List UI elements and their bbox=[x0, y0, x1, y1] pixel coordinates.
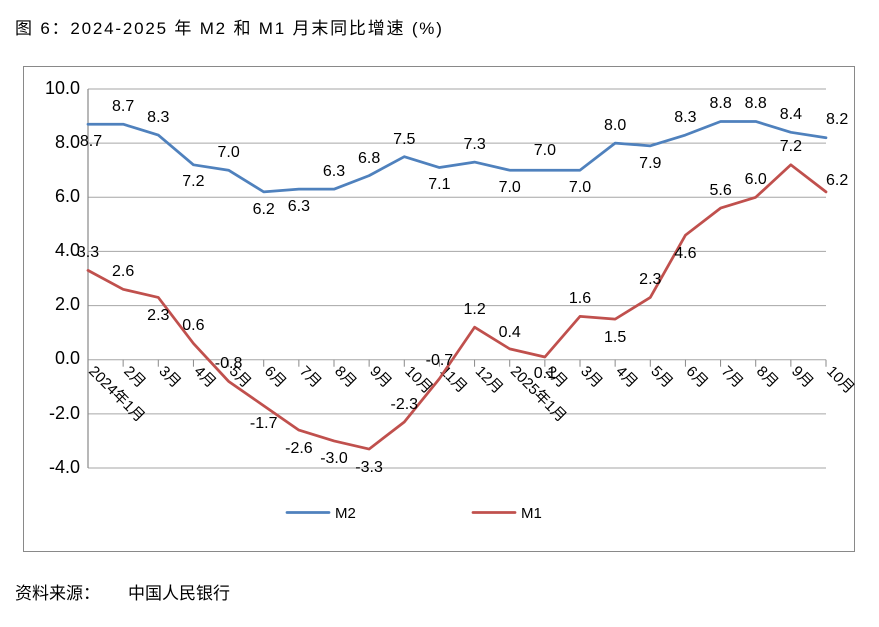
svg-text:7.2: 7.2 bbox=[780, 138, 802, 155]
svg-text:2.6: 2.6 bbox=[112, 263, 134, 280]
svg-text:6.3: 6.3 bbox=[323, 163, 345, 180]
svg-text:4.6: 4.6 bbox=[674, 245, 696, 262]
svg-text:-4.0: -4.0 bbox=[49, 457, 80, 477]
svg-text:7.3: 7.3 bbox=[463, 136, 485, 153]
svg-text:6.3: 6.3 bbox=[288, 198, 310, 215]
svg-text:8月: 8月 bbox=[331, 363, 360, 392]
svg-text:8.3: 8.3 bbox=[147, 109, 169, 126]
svg-text:-2.6: -2.6 bbox=[285, 440, 313, 457]
svg-text:7.0: 7.0 bbox=[569, 179, 591, 196]
svg-text:-0.8: -0.8 bbox=[215, 355, 243, 372]
svg-text:7.0: 7.0 bbox=[217, 144, 239, 161]
svg-text:M2: M2 bbox=[335, 505, 356, 522]
svg-text:10月: 10月 bbox=[823, 363, 857, 397]
svg-text:1.6: 1.6 bbox=[569, 290, 591, 307]
svg-text:8.2: 8.2 bbox=[826, 111, 848, 128]
svg-text:0.0: 0.0 bbox=[55, 348, 80, 368]
svg-text:8.8: 8.8 bbox=[709, 95, 731, 112]
svg-text:6.2: 6.2 bbox=[253, 201, 275, 218]
svg-text:6月: 6月 bbox=[683, 363, 712, 392]
svg-text:9月: 9月 bbox=[788, 363, 817, 392]
svg-text:-2.3: -2.3 bbox=[391, 396, 419, 413]
svg-text:5.6: 5.6 bbox=[709, 182, 731, 199]
svg-text:0.4: 0.4 bbox=[499, 324, 521, 341]
svg-text:6月: 6月 bbox=[261, 363, 290, 392]
svg-text:8.8: 8.8 bbox=[745, 95, 767, 112]
svg-text:8.4: 8.4 bbox=[780, 106, 802, 123]
svg-text:2.0: 2.0 bbox=[55, 294, 80, 314]
svg-text:7.1: 7.1 bbox=[428, 176, 450, 193]
svg-text:2.3: 2.3 bbox=[639, 271, 661, 288]
svg-text:8.0: 8.0 bbox=[55, 132, 80, 152]
svg-text:-1.7: -1.7 bbox=[250, 415, 278, 432]
svg-text:2月: 2月 bbox=[120, 363, 149, 392]
svg-text:-3.0: -3.0 bbox=[320, 450, 348, 467]
svg-text:1.2: 1.2 bbox=[463, 301, 485, 318]
svg-text:7.0: 7.0 bbox=[499, 179, 521, 196]
svg-text:0.1: 0.1 bbox=[534, 365, 556, 382]
svg-text:7.0: 7.0 bbox=[534, 142, 556, 159]
svg-text:-0.7: -0.7 bbox=[426, 352, 454, 369]
svg-text:3.3: 3.3 bbox=[77, 244, 99, 261]
svg-text:5月: 5月 bbox=[647, 363, 676, 392]
svg-text:M1: M1 bbox=[521, 505, 542, 522]
svg-text:-3.3: -3.3 bbox=[355, 459, 383, 476]
svg-text:12月: 12月 bbox=[472, 363, 506, 397]
svg-text:0.6: 0.6 bbox=[182, 317, 204, 334]
svg-text:10.0: 10.0 bbox=[45, 78, 80, 98]
svg-text:4月: 4月 bbox=[612, 363, 641, 392]
svg-text:8.3: 8.3 bbox=[674, 109, 696, 126]
svg-text:1.5: 1.5 bbox=[604, 329, 626, 346]
svg-text:6.0: 6.0 bbox=[55, 186, 80, 206]
svg-text:-2.0: -2.0 bbox=[49, 403, 80, 423]
svg-text:7月: 7月 bbox=[296, 363, 325, 392]
svg-text:6.8: 6.8 bbox=[358, 150, 380, 167]
svg-text:2.3: 2.3 bbox=[147, 307, 169, 324]
svg-text:7.9: 7.9 bbox=[639, 155, 661, 172]
svg-text:7月: 7月 bbox=[718, 363, 747, 392]
svg-text:8月: 8月 bbox=[753, 363, 782, 392]
svg-text:7.5: 7.5 bbox=[393, 131, 415, 148]
svg-text:8.0: 8.0 bbox=[604, 117, 626, 134]
svg-text:8.7: 8.7 bbox=[80, 133, 102, 150]
svg-text:6.0: 6.0 bbox=[745, 171, 767, 188]
svg-text:7.2: 7.2 bbox=[182, 173, 204, 190]
svg-text:8.7: 8.7 bbox=[112, 98, 134, 115]
svg-text:9月: 9月 bbox=[366, 363, 395, 392]
svg-text:3月: 3月 bbox=[577, 363, 606, 392]
svg-text:3月: 3月 bbox=[155, 363, 184, 392]
svg-text:6.2: 6.2 bbox=[826, 172, 848, 189]
